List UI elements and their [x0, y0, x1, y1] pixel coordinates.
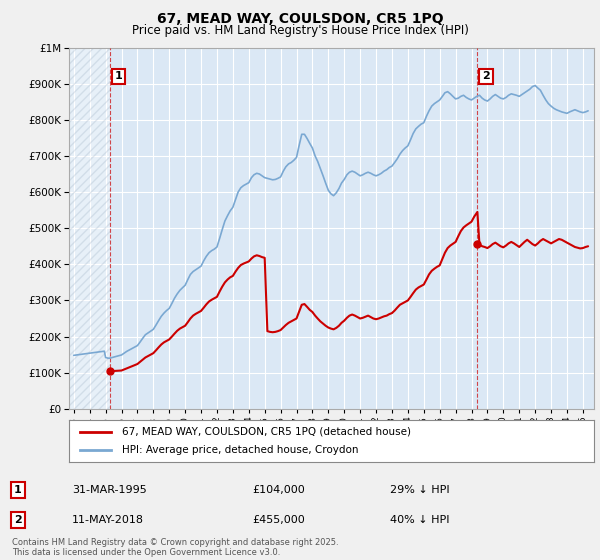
Text: Price paid vs. HM Land Registry's House Price Index (HPI): Price paid vs. HM Land Registry's House … — [131, 24, 469, 36]
Bar — [69, 48, 110, 409]
Text: Contains HM Land Registry data © Crown copyright and database right 2025.
This d: Contains HM Land Registry data © Crown c… — [12, 538, 338, 557]
Text: 11-MAY-2018: 11-MAY-2018 — [72, 515, 144, 525]
Text: £455,000: £455,000 — [252, 515, 305, 525]
Text: 67, MEAD WAY, COULSDON, CR5 1PQ: 67, MEAD WAY, COULSDON, CR5 1PQ — [157, 12, 443, 26]
Text: 40% ↓ HPI: 40% ↓ HPI — [390, 515, 449, 525]
Text: 1: 1 — [14, 485, 22, 495]
Text: 1: 1 — [115, 72, 122, 82]
Text: 2: 2 — [482, 72, 490, 82]
Text: 2: 2 — [14, 515, 22, 525]
Text: 31-MAR-1995: 31-MAR-1995 — [72, 485, 147, 495]
Text: 67, MEAD WAY, COULSDON, CR5 1PQ (detached house): 67, MEAD WAY, COULSDON, CR5 1PQ (detache… — [121, 427, 410, 437]
Text: £104,000: £104,000 — [252, 485, 305, 495]
Text: 29% ↓ HPI: 29% ↓ HPI — [390, 485, 449, 495]
Text: HPI: Average price, detached house, Croydon: HPI: Average price, detached house, Croy… — [121, 445, 358, 455]
